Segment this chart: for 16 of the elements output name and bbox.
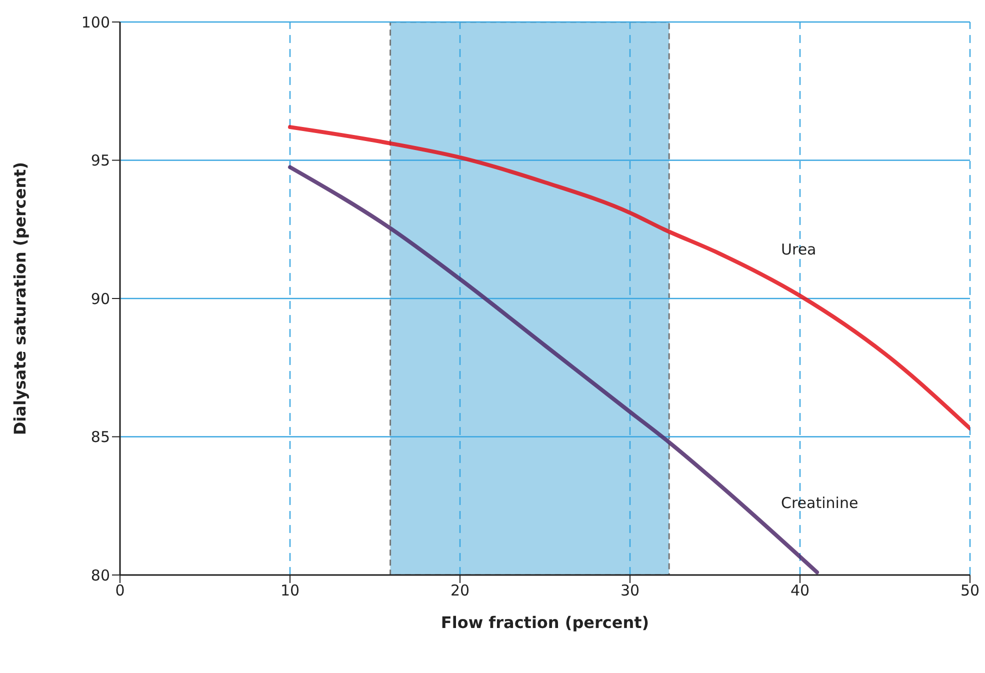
series-label: Creatinine [781, 494, 858, 512]
y-tick-label: 80 [90, 566, 110, 584]
series-label: Urea [781, 240, 816, 258]
x-tick-label: 0 [115, 582, 125, 600]
x-tick-label: 40 [790, 582, 810, 600]
y-tick-label: 85 [90, 428, 110, 446]
y-tick-label: 100 [81, 13, 110, 32]
y-tick-label: 95 [90, 152, 110, 170]
x-tick-label: 10 [280, 582, 300, 600]
y-tick-label: 90 [90, 290, 110, 308]
x-tick-label: 20 [450, 582, 470, 600]
x-tick-label: 50 [960, 582, 980, 600]
y-axis-title: Dialysate saturation (percent) [10, 162, 30, 436]
line-series [288, 125, 970, 430]
x-axis-title: Flow fraction (percent) [440, 613, 650, 632]
x-tick-label: 30 [620, 582, 640, 600]
